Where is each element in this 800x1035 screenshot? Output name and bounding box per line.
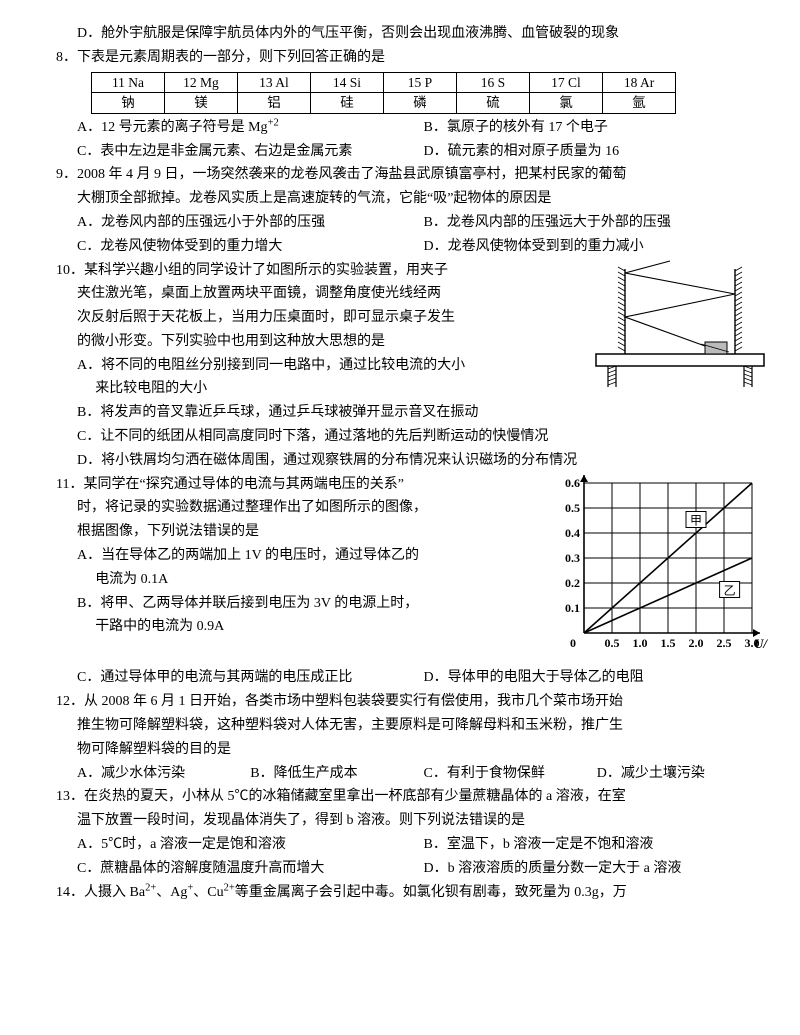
cell-0-4: 15 P — [384, 72, 457, 93]
cell-0-0: 11 Na — [92, 72, 165, 93]
svg-text:0.5: 0.5 — [605, 636, 620, 650]
q8-optB: B．氯原子的核外有 17 个电子 — [424, 116, 771, 140]
q11-stem3: 根据图像，下列说法错误的是 — [56, 520, 546, 544]
q10-optC: C．让不同的纸团从相同高度同时下落，通过落地的先后判断运动的快慢情况 — [56, 425, 770, 449]
q9-optD: D．龙卷风使物体受到到的重力减小 — [424, 235, 771, 259]
svg-text:U/V: U/V — [754, 636, 768, 651]
q12-stem3: 物可降解塑料袋的目的是 — [56, 738, 770, 762]
q10-optB: B．将发声的音叉靠近乒乓球，通过乒乓球被弹开显示音叉在振动 — [56, 401, 770, 425]
q8-stem: 下表是元素周期表的一部分，则下列回答正确的是 — [77, 46, 770, 70]
q10-optD: D．将小铁屑均匀洒在磁体周围，通过观察铁屑的分布情况来认识磁场的分布情况 — [56, 449, 770, 473]
q10-stem2: 夹住激光笔，桌面上放置两块平面镜，调整角度使光线经两 — [56, 282, 582, 306]
q10-number: 10． — [56, 259, 84, 283]
q10-optA1: A．将不同的电阻丝分别接到同一电路中，通过比较电流的大小 — [56, 354, 582, 378]
q13-stem1: 在炎热的夏天，小林从 5℃的冰箱储藏室里拿出一杯底部有少量蔗糖晶体的 a 溶液，… — [84, 785, 770, 809]
cell-1-2: 铝 — [238, 93, 311, 114]
svg-text:1.5: 1.5 — [661, 636, 676, 650]
q13-stem2: 温下放置一段时间，发现晶体消失了，得到 b 溶液。则下列说法错误的是 — [56, 809, 770, 833]
q8-optA: A．12 号元素的离子符号是 Mg+2 — [77, 116, 424, 140]
svg-text:0.6: 0.6 — [565, 476, 580, 490]
q11-number: 11． — [56, 473, 83, 497]
q13-optA: A．5℃时，a 溶液一定是饱和溶液 — [77, 833, 424, 857]
cell-1-3: 硅 — [311, 93, 384, 114]
q9-optC: C．龙卷风使物体受到的重力增大 — [77, 235, 424, 259]
svg-text:0.3: 0.3 — [565, 551, 580, 565]
cell-0-7: 18 Ar — [603, 72, 676, 93]
q13-number: 13． — [56, 785, 84, 809]
q10-figure — [590, 259, 770, 398]
svg-text:乙: 乙 — [724, 583, 736, 597]
q11-optA1: A．当在导体乙的两端加上 1V 的电压时，通过导体乙的 — [56, 544, 546, 568]
q13-optB: B．室温下，b 溶液一定是不饱和溶液 — [424, 833, 771, 857]
q12-stem2: 推生物可降解塑料袋，这种塑料袋对人体无害，主要原料是可降解母料和玉米粉，推广生 — [56, 714, 770, 738]
cell-1-7: 氩 — [603, 93, 676, 114]
svg-text:1.0: 1.0 — [633, 636, 648, 650]
q12-number: 12． — [56, 690, 84, 714]
q9-number: 9． — [56, 163, 77, 187]
q8-periodic-table: 11 Na 12 Mg 13 Al 14 Si 15 P 16 S 17 Cl … — [91, 72, 676, 114]
q11-chart: 0.51.01.52.02.53.00.10.20.30.40.50.60I/A… — [550, 473, 770, 667]
svg-text:0.5: 0.5 — [565, 501, 580, 515]
cell-0-5: 16 S — [457, 72, 530, 93]
q11-optB1: B．将甲、乙两导体并联后接到电压为 3V 的电源上时， — [56, 592, 546, 616]
q13-optC: C．蔗糖晶体的溶解度随温度升高而增大 — [77, 857, 424, 881]
q10-stem1: 某科学兴趣小组的同学设计了如图所示的实验装置，用夹子 — [84, 259, 582, 283]
cell-1-5: 硫 — [457, 93, 530, 114]
q11-stem1: 某同学在“探究通过导体的电流与其两端电压的关系” — [83, 473, 546, 497]
cell-1-4: 磷 — [384, 93, 457, 114]
svg-text:I/A: I/A — [597, 473, 616, 476]
svg-text:0.4: 0.4 — [565, 526, 580, 540]
q10-optA2: 来比较电阻的大小 — [56, 377, 582, 401]
q11-stem2: 时，将记录的实验数据通过整理作出了如图所示的图像， — [56, 496, 546, 520]
q13-optD: D．b 溶液溶质的质量分数一定大于 a 溶液 — [424, 857, 771, 881]
q10-stem3: 次反射后照于天花板上，当用力压桌面时，即可显示桌子发生 — [56, 306, 582, 330]
q10-stem4: 的微小形变。下列实验中也用到这种放大思想的是 — [56, 330, 582, 354]
q11-optC: C．通过导体甲的电流与其两端的电压成正比 — [77, 666, 424, 690]
cell-1-0: 钠 — [92, 93, 165, 114]
q9-stem1: 2008 年 4 月 9 日，一场突然袭来的龙卷风袭击了海盐县武原镇富亭村，把某… — [77, 163, 770, 187]
cell-1-6: 氯 — [530, 93, 603, 114]
q11-optB2: 干路中的电流为 0.9A — [56, 615, 546, 639]
q7-optD: D．舱外宇航服是保障宇航员体内外的气压平衡，否则会出现血液沸腾、血管破裂的现象 — [77, 26, 619, 41]
svg-text:0.2: 0.2 — [565, 576, 580, 590]
q8-number: 8． — [56, 46, 77, 70]
q12-stem1: 从 2008 年 6 月 1 日开始，各类市场中塑料包装袋要实行有偿使用，我市几… — [84, 690, 770, 714]
cell-0-3: 14 Si — [311, 72, 384, 93]
q14-number: 14． — [56, 881, 84, 905]
q12-optD: D．减少土壤污染 — [597, 762, 770, 786]
q9-optA: A．龙卷风内部的压强远小于外部的压强 — [77, 211, 424, 235]
q12-optC: C．有利于食物保鲜 — [424, 762, 597, 786]
svg-text:0.1: 0.1 — [565, 601, 580, 615]
q12-optB: B．降低生产成本 — [250, 762, 423, 786]
cell-0-6: 17 Cl — [530, 72, 603, 93]
cell-1-1: 镁 — [165, 93, 238, 114]
q8-optD: D．硫元素的相对原子质量为 16 — [424, 140, 771, 164]
q8-optC: C．表中左边是非金属元素、右边是金属元素 — [77, 140, 424, 164]
q14-stem: 人摄入 Ba2+、Ag+、Cu2+等重金属离子会引起中毒。如氯化钡有剧毒，致死量… — [84, 881, 770, 905]
cell-0-2: 13 Al — [238, 72, 311, 93]
svg-text:甲: 甲 — [690, 513, 702, 527]
svg-text:2.0: 2.0 — [689, 636, 704, 650]
q11-optD: D．导体甲的电阻大于导体乙的电阻 — [424, 666, 771, 690]
q9-stem2: 大棚顶全部掀掉。龙卷风实质上是高速旋转的气流，它能“吸”起物体的原因是 — [56, 187, 770, 211]
q12-optA: A．减少水体污染 — [77, 762, 250, 786]
svg-text:0: 0 — [570, 636, 576, 650]
svg-text:2.5: 2.5 — [717, 636, 732, 650]
cell-0-1: 12 Mg — [165, 72, 238, 93]
q11-optA2: 电流为 0.1A — [56, 568, 546, 592]
q9-optB: B．龙卷风内部的压强远大于外部的压强 — [424, 211, 771, 235]
